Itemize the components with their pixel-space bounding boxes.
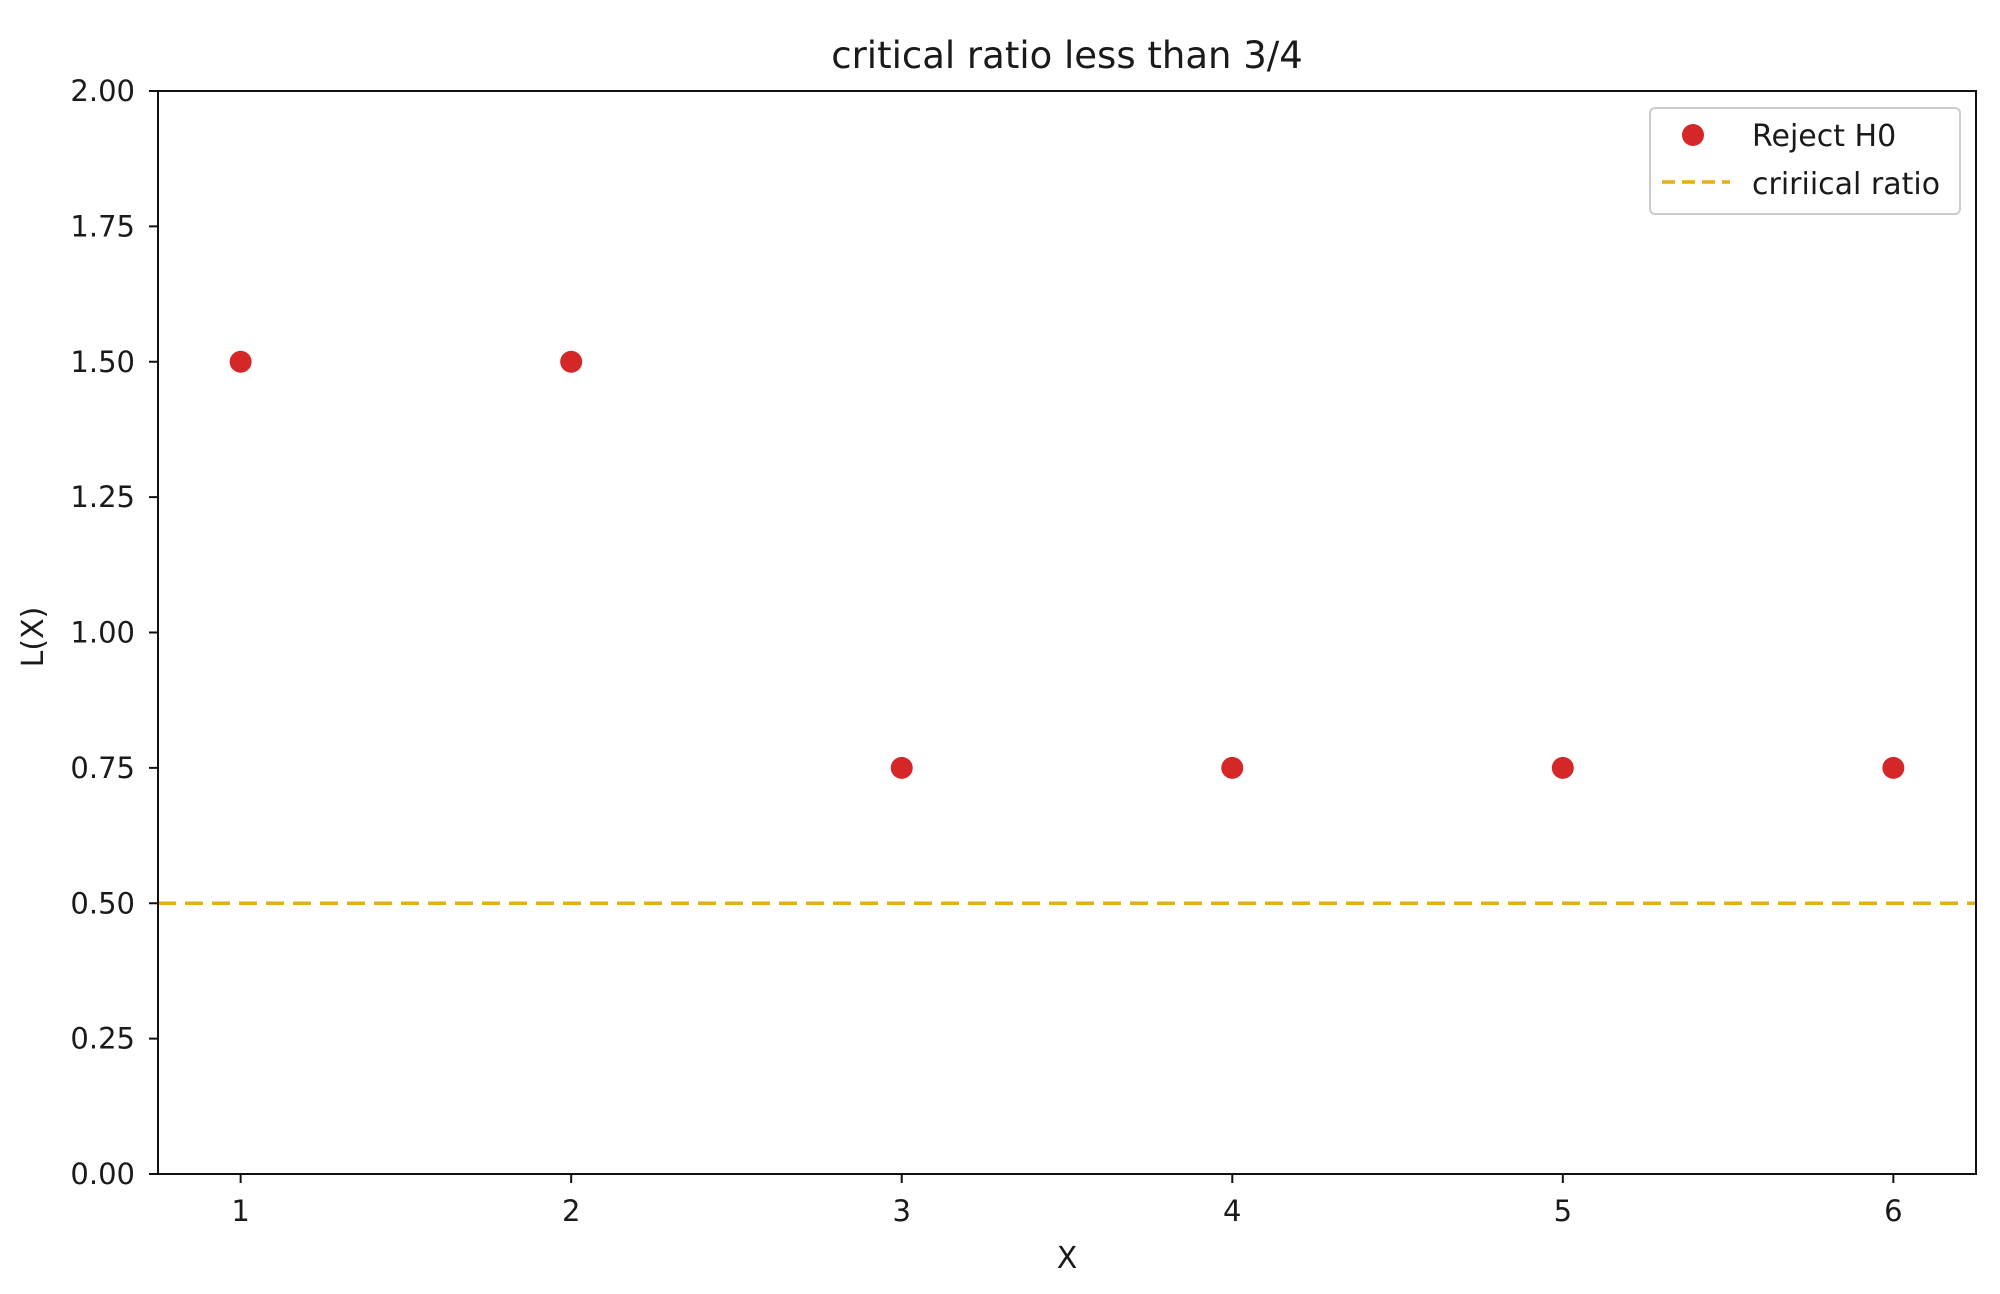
y-tick-label: 1.25 [70, 480, 135, 514]
x-tick-label: 2 [562, 1194, 580, 1228]
x-axis-label: X [1057, 1241, 1078, 1276]
x-tick-label: 1 [231, 1194, 249, 1228]
legend-box [1649, 107, 1961, 215]
y-axis-label: L(X) [16, 607, 51, 668]
data-point [1221, 756, 1244, 779]
y-tick-label: 1.50 [70, 345, 135, 379]
legend-label-reject-h0: Reject H0 [1752, 119, 1896, 154]
y-tick-label: 1.75 [70, 209, 135, 243]
y-tick-label: 0.00 [70, 1157, 135, 1191]
y-tick-label: 0.25 [70, 1022, 135, 1056]
x-axis: 1 2 3 4 5 6 [231, 1174, 1903, 1228]
data-point [229, 350, 252, 373]
y-tick-label: 2.00 [70, 74, 135, 108]
x-tick-label: 4 [1223, 1194, 1241, 1228]
plot-area [157, 90, 1977, 1175]
y-tick-label: 0.50 [70, 886, 135, 920]
legend-label-critical-ratio: cririical ratio [1752, 167, 1940, 202]
data-point-layer [229, 350, 1905, 779]
legend: Reject H0 cririical ratio [1649, 107, 1961, 215]
y-axis: 0.00 0.25 0.50 0.75 1.00 1.25 1.50 1.75 2.00 [70, 74, 158, 1191]
x-tick-label: 5 [1554, 1194, 1572, 1228]
y-tick-label: 1.00 [70, 616, 135, 650]
x-tick-label: 6 [1884, 1194, 1902, 1228]
data-point [1551, 756, 1574, 779]
legend-marker-reject-h0 [1682, 124, 1704, 146]
chart-title: critical ratio less than 3/4 [831, 34, 1303, 77]
data-point [1882, 756, 1905, 779]
x-tick-label: 3 [893, 1194, 911, 1228]
y-tick-label: 0.75 [70, 751, 135, 785]
data-point [890, 756, 913, 779]
data-point [560, 350, 583, 373]
